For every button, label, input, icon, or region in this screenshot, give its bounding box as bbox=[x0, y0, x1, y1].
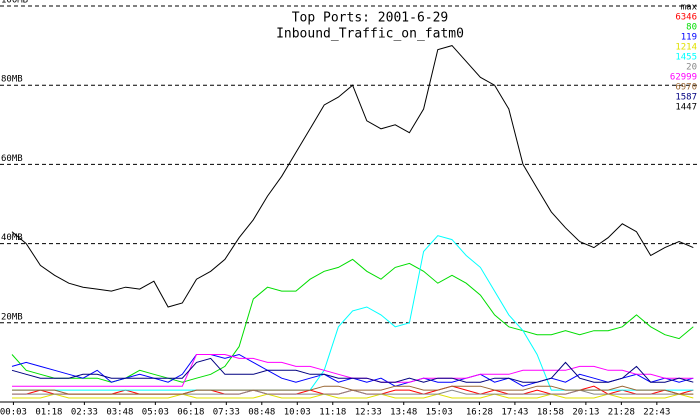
x-tick-label: 22:43 bbox=[643, 408, 670, 418]
legend-entry: 20 bbox=[686, 63, 697, 73]
y-tick-label: 60MB bbox=[1, 154, 23, 164]
legend-entry: 1214 bbox=[675, 43, 697, 53]
chart-title: Top Ports: 2001-6-29 bbox=[292, 11, 449, 26]
series-line bbox=[11, 357, 694, 383]
series-line bbox=[12, 385, 694, 395]
x-tick-label: 15:03 bbox=[426, 408, 453, 418]
x-tick-label: 21:28 bbox=[608, 408, 635, 418]
x-tick-label: 08:48 bbox=[248, 408, 275, 418]
x-tick-label: 13:48 bbox=[390, 408, 417, 418]
x-tick-label: 11:18 bbox=[319, 408, 346, 418]
chart-subtitle: Inbound_Traffic_on_fatm0 bbox=[276, 27, 464, 42]
x-tick-label: 02:33 bbox=[71, 408, 98, 418]
x-tick-label: 12:33 bbox=[355, 408, 382, 418]
legend-entry: 62999 bbox=[670, 73, 697, 83]
x-tick-label: 16:28 bbox=[466, 408, 493, 418]
y-tick-label: 100MB bbox=[1, 0, 28, 6]
x-tick-label: 18:58 bbox=[537, 408, 564, 418]
y-tick-label: 40MB bbox=[1, 233, 23, 243]
legend-entry: 1455 bbox=[675, 53, 697, 63]
y-tick-label: 20MB bbox=[1, 312, 23, 322]
x-tick-label: 01:18 bbox=[35, 408, 62, 418]
series-line bbox=[12, 393, 694, 399]
legend-entry: 119 bbox=[681, 33, 697, 43]
x-tick-label: 05:03 bbox=[142, 408, 169, 418]
x-tick-label: 17:43 bbox=[501, 408, 528, 418]
series-line bbox=[11, 45, 694, 308]
x-tick-label: 20:13 bbox=[572, 408, 599, 418]
legend-entry: 6970 bbox=[675, 83, 697, 93]
x-tick-label: 07:33 bbox=[213, 408, 240, 418]
y-tick-label: 80MB bbox=[1, 75, 23, 85]
legend-entry: 1587 bbox=[675, 93, 697, 103]
x-tick-label: 00:03 bbox=[0, 408, 27, 418]
legend-title: max bbox=[681, 3, 698, 13]
x-tick-label: 10:03 bbox=[284, 408, 311, 418]
legend-entry: 6346 bbox=[675, 13, 697, 23]
x-tick-label: 03:48 bbox=[106, 408, 133, 418]
legend-entry: 80 bbox=[686, 23, 697, 33]
legend-entry: 1447 bbox=[675, 103, 697, 113]
series-line bbox=[11, 258, 694, 383]
x-tick-label: 06:18 bbox=[177, 408, 204, 418]
